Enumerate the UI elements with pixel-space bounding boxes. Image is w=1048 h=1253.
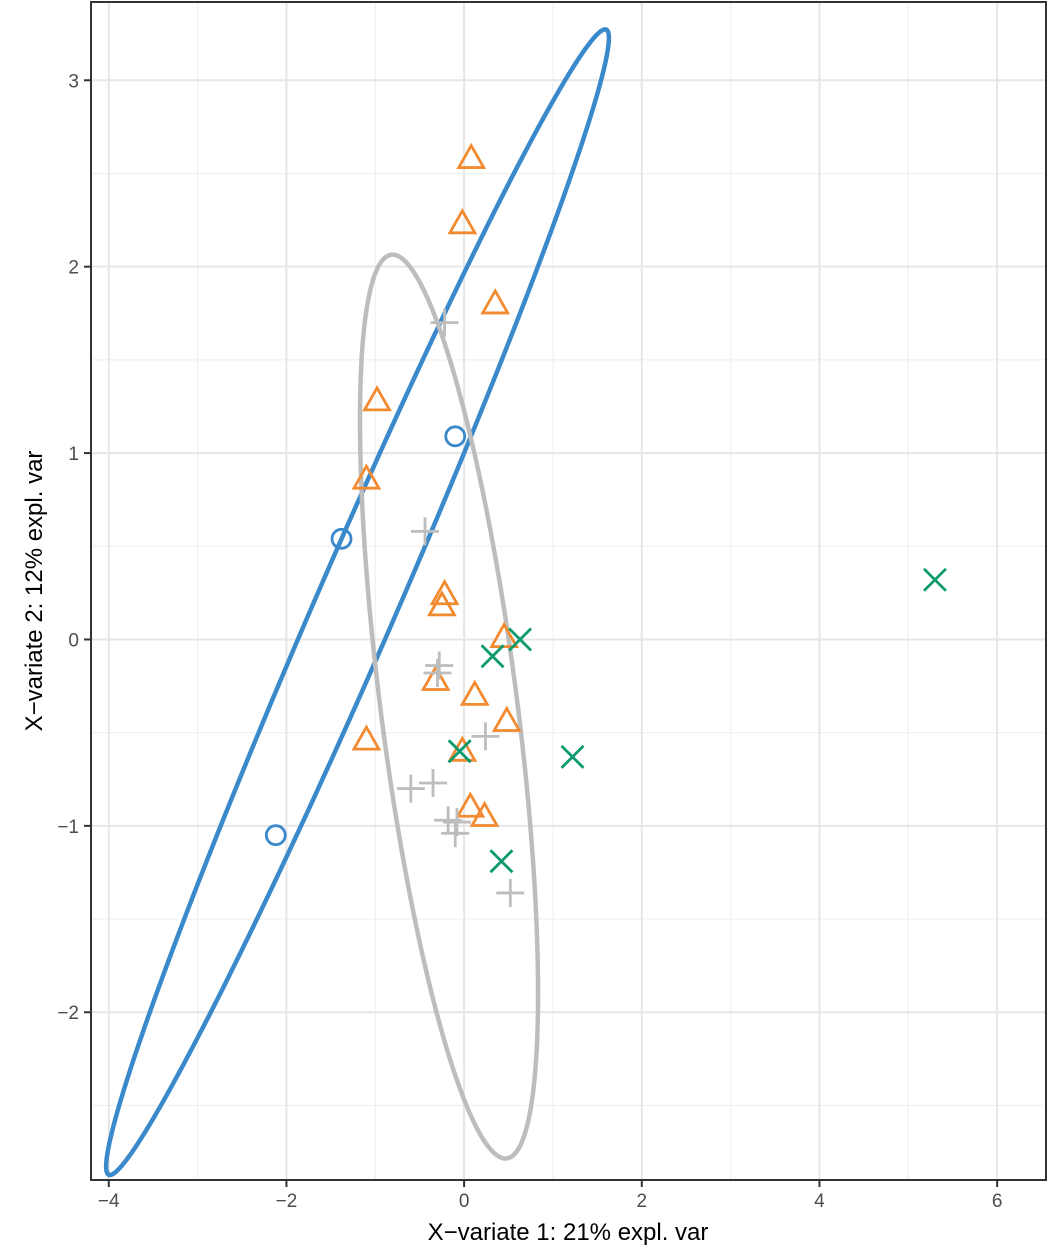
point-triangle: [420, 664, 451, 691]
point-triangle: [456, 142, 487, 169]
x-axis-title: X−variate 1: 21% expl. var: [428, 1219, 709, 1246]
point-plus: [419, 768, 448, 797]
point-triangle: [469, 800, 500, 827]
x-axis: −4 −2 0 2 4 6: [98, 1180, 1002, 1212]
point-triangle: [459, 679, 490, 706]
point-triangle: [427, 590, 457, 617]
x-tick-label: 6: [992, 1191, 1003, 1212]
point-plus: [471, 722, 500, 751]
y-tick-label: −1: [57, 817, 79, 838]
point-triangle: [455, 791, 486, 818]
ellipse-series-1: [103, 27, 612, 1178]
point-cross: [447, 739, 472, 764]
y-tick-label: 3: [68, 71, 79, 92]
point-plus: [425, 651, 454, 680]
ellipse-series-3: [357, 252, 541, 1161]
x-tick-label: −2: [276, 1191, 298, 1212]
point-plus: [430, 308, 459, 337]
y-tick-label: 2: [68, 258, 79, 279]
confidence-ellipses: [103, 27, 612, 1178]
point-cross: [489, 849, 514, 874]
point-plus: [441, 819, 470, 848]
point-triangle: [480, 288, 511, 315]
y-tick-label: −2: [57, 1003, 79, 1024]
y-axis: −2 −1 0 1 2 3: [57, 71, 91, 1024]
point-cross: [508, 627, 533, 652]
point-circle: [330, 527, 353, 550]
point-triangle: [351, 724, 382, 751]
point-plus: [443, 808, 472, 837]
x-tick-label: 2: [637, 1191, 648, 1212]
point-triangle: [351, 463, 382, 490]
point-triangle: [362, 385, 392, 412]
point-cross: [480, 644, 505, 669]
point-circle: [264, 824, 287, 847]
x-tick-label: 4: [814, 1191, 825, 1212]
grid: [91, 2, 1046, 1180]
point-plus: [396, 774, 425, 803]
x-tick-label: −4: [98, 1191, 120, 1212]
data-points: [264, 142, 947, 907]
point-triangle: [429, 578, 460, 606]
point-triangle: [491, 705, 522, 732]
point-circle: [444, 425, 467, 448]
point-triangle: [447, 207, 478, 235]
y-tick-label: 1: [68, 444, 79, 465]
point-plus: [423, 659, 452, 688]
point-plus: [496, 878, 525, 907]
point-cross: [922, 567, 947, 592]
x-tick-label: 0: [459, 1191, 470, 1212]
y-axis-title: X−variate 2: 12% expl. var: [21, 451, 48, 732]
point-plus: [411, 517, 440, 546]
panel-border: [90, 1, 1047, 1181]
y-tick-label: 0: [68, 630, 79, 651]
point-cross: [560, 744, 585, 769]
